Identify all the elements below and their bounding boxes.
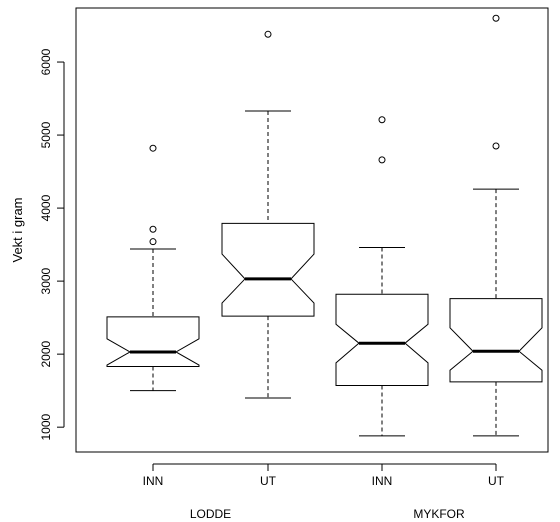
y-tick-label: 1000: [39, 414, 53, 441]
boxes: [106, 14, 543, 437]
y-tick-label: 3000: [39, 267, 53, 294]
box-4: [449, 14, 543, 437]
outlier-point: [149, 238, 157, 246]
y-axis-label: Vekt i gram: [10, 197, 25, 262]
outlier-point: [378, 116, 386, 124]
y-axis: 1000 2000 3000 4000 5000 6000: [39, 48, 65, 441]
x-tick-label: UT: [488, 474, 505, 488]
notched-box: [449, 298, 543, 383]
y-tick-label: 4000: [39, 194, 53, 221]
y-tick-label: 5000: [39, 121, 53, 148]
x-tick-label: UT: [260, 474, 277, 488]
outlier-point: [149, 144, 157, 152]
plot-frame: [75, 7, 549, 453]
notched-box: [335, 293, 429, 387]
box-3: [335, 116, 429, 437]
x-axis: INN UT INN UT: [143, 463, 505, 488]
outlier-point: [378, 156, 386, 164]
y-tick-label: 6000: [39, 48, 53, 75]
notched-box: [106, 316, 200, 368]
group-label: MYKFOR: [413, 507, 465, 521]
box-2: [221, 30, 315, 399]
outlier-point: [492, 14, 500, 22]
outlier-point: [149, 225, 157, 233]
box-1: [106, 144, 200, 392]
y-tick-label: 2000: [39, 340, 53, 367]
group-labels: LODDE MYKFOR: [190, 507, 465, 521]
notched-box: [221, 222, 315, 317]
outlier-point: [264, 30, 272, 38]
x-tick-label: INN: [372, 474, 393, 488]
group-label: LODDE: [190, 507, 231, 521]
outlier-point: [492, 142, 500, 150]
x-tick-label: INN: [143, 474, 164, 488]
